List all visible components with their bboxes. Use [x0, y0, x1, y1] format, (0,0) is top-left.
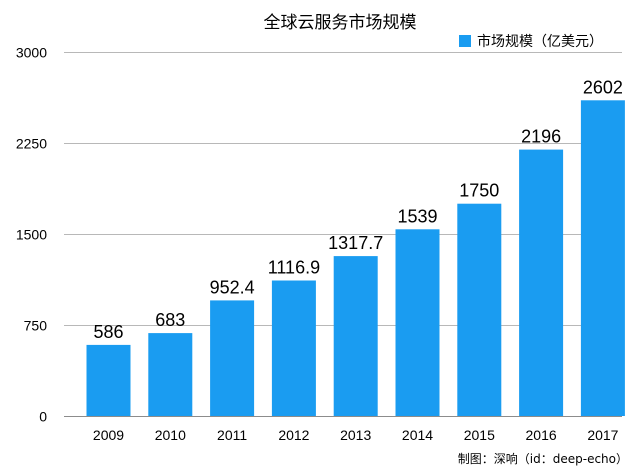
- y-tick-label-750: 750: [24, 318, 48, 334]
- bar-2009: [86, 344, 131, 416]
- bar-2017: [580, 100, 625, 417]
- data-label-2009: 586: [93, 322, 123, 342]
- x-tick-label-2009: 2009: [93, 427, 124, 443]
- data-label-2012: 1116.9: [268, 258, 320, 278]
- x-tick-label-2011: 2011: [217, 427, 247, 443]
- y-axis-tick-labels: 0 750 1500 2250 3000: [16, 45, 47, 425]
- bar-value-labels: 586 683 952.4 1116.9 1317.7 1539 1750 2196 2602: [93, 77, 622, 342]
- bars: [86, 100, 625, 417]
- bar-2015: [457, 203, 502, 416]
- x-axis-tick-labels: 2009 2010 2011 2012 2013 2014 2015 2016 2017: [93, 427, 619, 443]
- bar-2011: [210, 300, 255, 416]
- x-tick-label-2012: 2012: [278, 427, 309, 443]
- chart-title: 全球云服务市场规模: [264, 13, 417, 33]
- x-tick-label-2013: 2013: [340, 427, 371, 443]
- legend: 市场规模（亿美元）: [459, 33, 603, 50]
- bar-2012: [271, 280, 316, 416]
- data-label-2016: 2196: [521, 127, 561, 147]
- data-label-2017: 2602: [583, 77, 623, 97]
- bar-2010: [148, 333, 193, 416]
- data-label-2015: 1750: [459, 181, 499, 201]
- x-tick-label-2010: 2010: [155, 427, 186, 443]
- data-label-2011: 952.4: [210, 277, 255, 297]
- x-tick-label-2017: 2017: [587, 427, 618, 443]
- y-tick-label-1500: 1500: [16, 227, 47, 243]
- x-tick-label-2015: 2015: [464, 427, 495, 443]
- data-label-2010: 683: [155, 310, 185, 330]
- legend-swatch: [459, 35, 471, 47]
- y-tick-label-3000: 3000: [16, 45, 47, 61]
- legend-label: 市场规模（亿美元）: [477, 33, 603, 50]
- x-tick-label-2016: 2016: [526, 427, 557, 443]
- y-tick-label-0: 0: [39, 409, 47, 425]
- bar-2016: [519, 149, 564, 416]
- y-tick-label-2250: 2250: [16, 136, 47, 152]
- bar-2014: [395, 229, 440, 416]
- data-label-2014: 1539: [397, 206, 437, 226]
- bar-2013: [333, 256, 378, 416]
- data-label-2013: 1317.7: [328, 233, 383, 253]
- chart-credit: 制图：深响（id：deep-echo）: [458, 451, 628, 466]
- x-tick-label-2014: 2014: [402, 427, 433, 443]
